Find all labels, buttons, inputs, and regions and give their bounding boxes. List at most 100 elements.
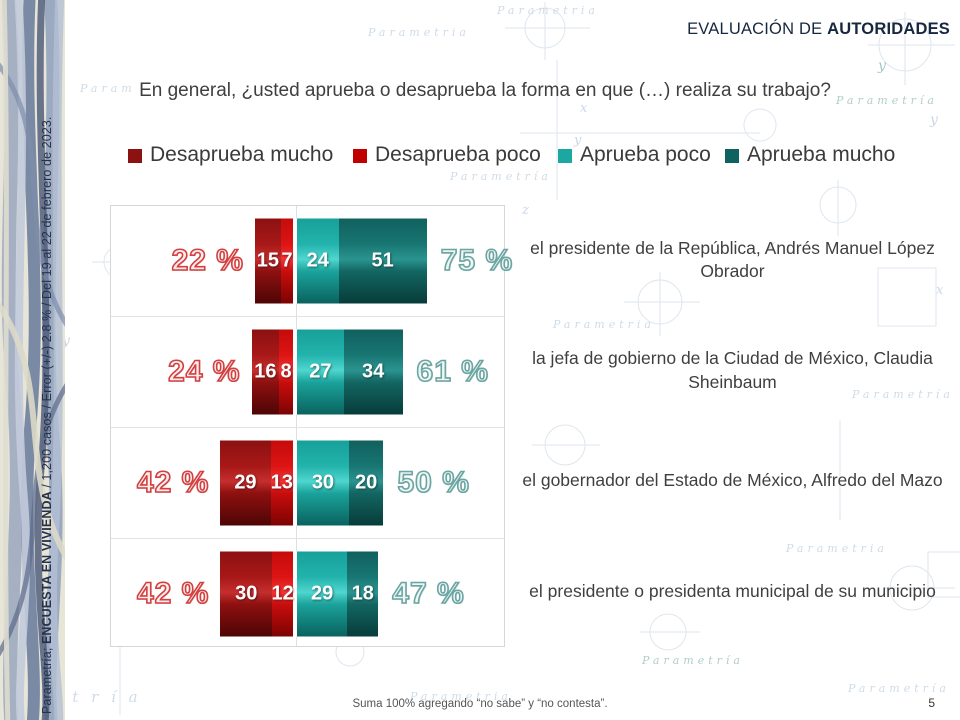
svg-text:y: y [929, 112, 939, 128]
segment-value: 7 [281, 249, 293, 272]
segment-value: 12 [271, 582, 294, 605]
legend-swatch-icon [128, 149, 142, 163]
page-title: En general, ¿usted aprueba o desaprueba … [139, 80, 831, 101]
svg-text:Parametría: Parametría [847, 682, 950, 695]
legend-item-aprueba-mucho: Aprueba mucho [725, 143, 895, 167]
svg-text:y: y [573, 133, 582, 148]
segment-desaprueba-mucho: 29 [220, 440, 271, 526]
segment-value: 24 [306, 249, 329, 272]
svg-text:Parametria: Parametria [785, 542, 888, 555]
segment-aprueba-mucho: 34 [343, 329, 403, 415]
svg-text:Param: Param [79, 82, 136, 95]
category-label: la jefa de gobierno de la Ciudad de Méxi… [532, 348, 933, 392]
category-label: el presidente de la República, Andrés Ma… [530, 237, 935, 282]
approve-total-label: 50 % [397, 465, 470, 500]
chart-row-gobernador: 42 % 29 13 30 20 50 % [111, 428, 504, 539]
segment-desaprueba-poco: 12 [271, 551, 294, 637]
svg-text:Parametría: Parametría [449, 170, 552, 183]
note-survey-name: ENCUESTA EN VIVIENDA [40, 491, 54, 645]
approve-total-label: 75 % [440, 243, 514, 278]
disapprove-bar: 16 8 [251, 329, 293, 415]
page-number: 5 [928, 696, 935, 710]
segment-desaprueba-poco: 8 [279, 329, 293, 415]
approve-bar: 27 34 [297, 329, 403, 415]
segment-desaprueba-poco: 7 [280, 218, 293, 304]
disapprove-total-label: 24 % [167, 354, 241, 389]
segment-desaprueba-mucho: 30 [220, 551, 273, 637]
legend-swatch-icon [558, 149, 572, 163]
approve-bar: 30 20 [297, 440, 384, 526]
svg-text:y: y [877, 58, 887, 74]
segment-value: 8 [280, 360, 292, 383]
chart-row-presidente-municipal: 42 % 30 12 29 18 47 % [111, 539, 504, 649]
svg-text:Parametría: Parametría [641, 654, 744, 667]
svg-text:Parametria: Parametria [409, 690, 512, 703]
note-prefix: Parametría; [40, 644, 54, 714]
svg-text:y: y [61, 333, 71, 349]
segment-value: 20 [355, 471, 378, 494]
chart-row-jefa-gobierno: 24 % 16 8 27 34 61 % [111, 317, 504, 428]
segment-value: 30 [311, 471, 335, 494]
svg-text:Parametria: Parametria [552, 318, 655, 331]
approve-total-label: 47 % [391, 576, 465, 611]
segment-value: 29 [310, 582, 334, 605]
category-label: el gobernador del Estado de México, Alfr… [522, 470, 943, 491]
segment-aprueba-mucho: 51 [338, 218, 427, 304]
svg-text:x: x [580, 101, 588, 116]
disapprove-total-label: 22 % [171, 243, 244, 278]
legend-label: Desaprueba mucho [150, 143, 334, 166]
svg-text:x: x [936, 283, 944, 298]
segment-value: 27 [309, 360, 332, 383]
segment-desaprueba-mucho: 15 [254, 218, 281, 304]
segment-value: 13 [270, 471, 293, 494]
category-label-cell: el gobernador del Estado de México, Alfr… [515, 426, 950, 537]
note-suffix: / 1,200 casos / Error (+/-) 2.8 % / Del … [40, 116, 54, 492]
segment-desaprueba-poco: 13 [270, 440, 293, 526]
segment-value: 51 [371, 249, 394, 272]
header-prefix: EVALUACIÓN DE [687, 20, 828, 38]
legend-label: Desaprueba poco [375, 143, 541, 166]
disapprove-bar: 15 7 [254, 218, 293, 304]
category-labels-column: el presidente de la República, Andrés Ma… [515, 205, 950, 647]
legend-label: Aprueba poco [580, 143, 711, 166]
approve-bar: 29 18 [297, 551, 379, 637]
category-label-cell: la jefa de gobierno de la Ciudad de Méxi… [515, 316, 950, 427]
segment-value: 16 [254, 360, 277, 383]
svg-text:Parametría: Parametría [851, 388, 954, 401]
slide-header: EVALUACIÓN DE AUTORIDADES [687, 20, 950, 39]
segment-value: 18 [351, 582, 374, 605]
segment-value: 30 [235, 582, 258, 605]
category-label: el presidente o presidenta municipal de … [529, 580, 936, 601]
segment-value: 34 [361, 360, 385, 383]
chart-row-presidente: 22 % 15 7 24 51 75 % [111, 206, 513, 317]
watercolor-strip-image [0, 0, 65, 720]
segment-value: 15 [256, 249, 280, 272]
category-label-cell: el presidente de la República, Andrés Ma… [515, 205, 950, 316]
disapprove-bar: 30 12 [220, 551, 294, 637]
segment-aprueba-poco: 24 [297, 218, 339, 304]
svg-text:Parametría: Parametría [835, 94, 938, 107]
approve-bar: 24 51 [297, 218, 427, 304]
legend-label: Aprueba mucho [747, 143, 896, 166]
segment-aprueba-poco: 27 [297, 329, 344, 415]
svg-text:z: z [767, 238, 775, 253]
segment-aprueba-poco: 29 [297, 551, 348, 637]
legend-item-desaprueba-mucho: Desaprueba mucho [128, 143, 333, 167]
legend-item-desaprueba-poco: Desaprueba poco [353, 143, 541, 167]
segment-value: 29 [234, 471, 257, 494]
svg-text:z: z [521, 203, 529, 218]
footer-note: Suma 100% agregando “no sabe” y “no cont… [352, 698, 608, 710]
legend-swatch-icon [353, 149, 367, 163]
approve-total-label: 61 % [416, 354, 489, 389]
segment-aprueba-mucho: 20 [348, 440, 384, 526]
center-axis-line [296, 206, 297, 646]
chart-legend: Desaprueba mucho Desaprueba poco Aprueba… [0, 143, 960, 173]
segment-aprueba-mucho: 18 [347, 551, 379, 637]
segment-aprueba-poco: 30 [297, 440, 349, 526]
legend-item-aprueba-poco: Aprueba poco [558, 143, 711, 167]
disapprove-total-label: 42 % [136, 465, 210, 500]
segment-desaprueba-mucho: 16 [251, 329, 280, 415]
svg-text:Parametria: Parametria [367, 26, 470, 39]
diverging-bar-chart: 22 % 15 7 24 51 75 % 24 % 16 8 27 34 61 … [110, 205, 513, 649]
header-bold: AUTORIDADES [827, 20, 950, 38]
